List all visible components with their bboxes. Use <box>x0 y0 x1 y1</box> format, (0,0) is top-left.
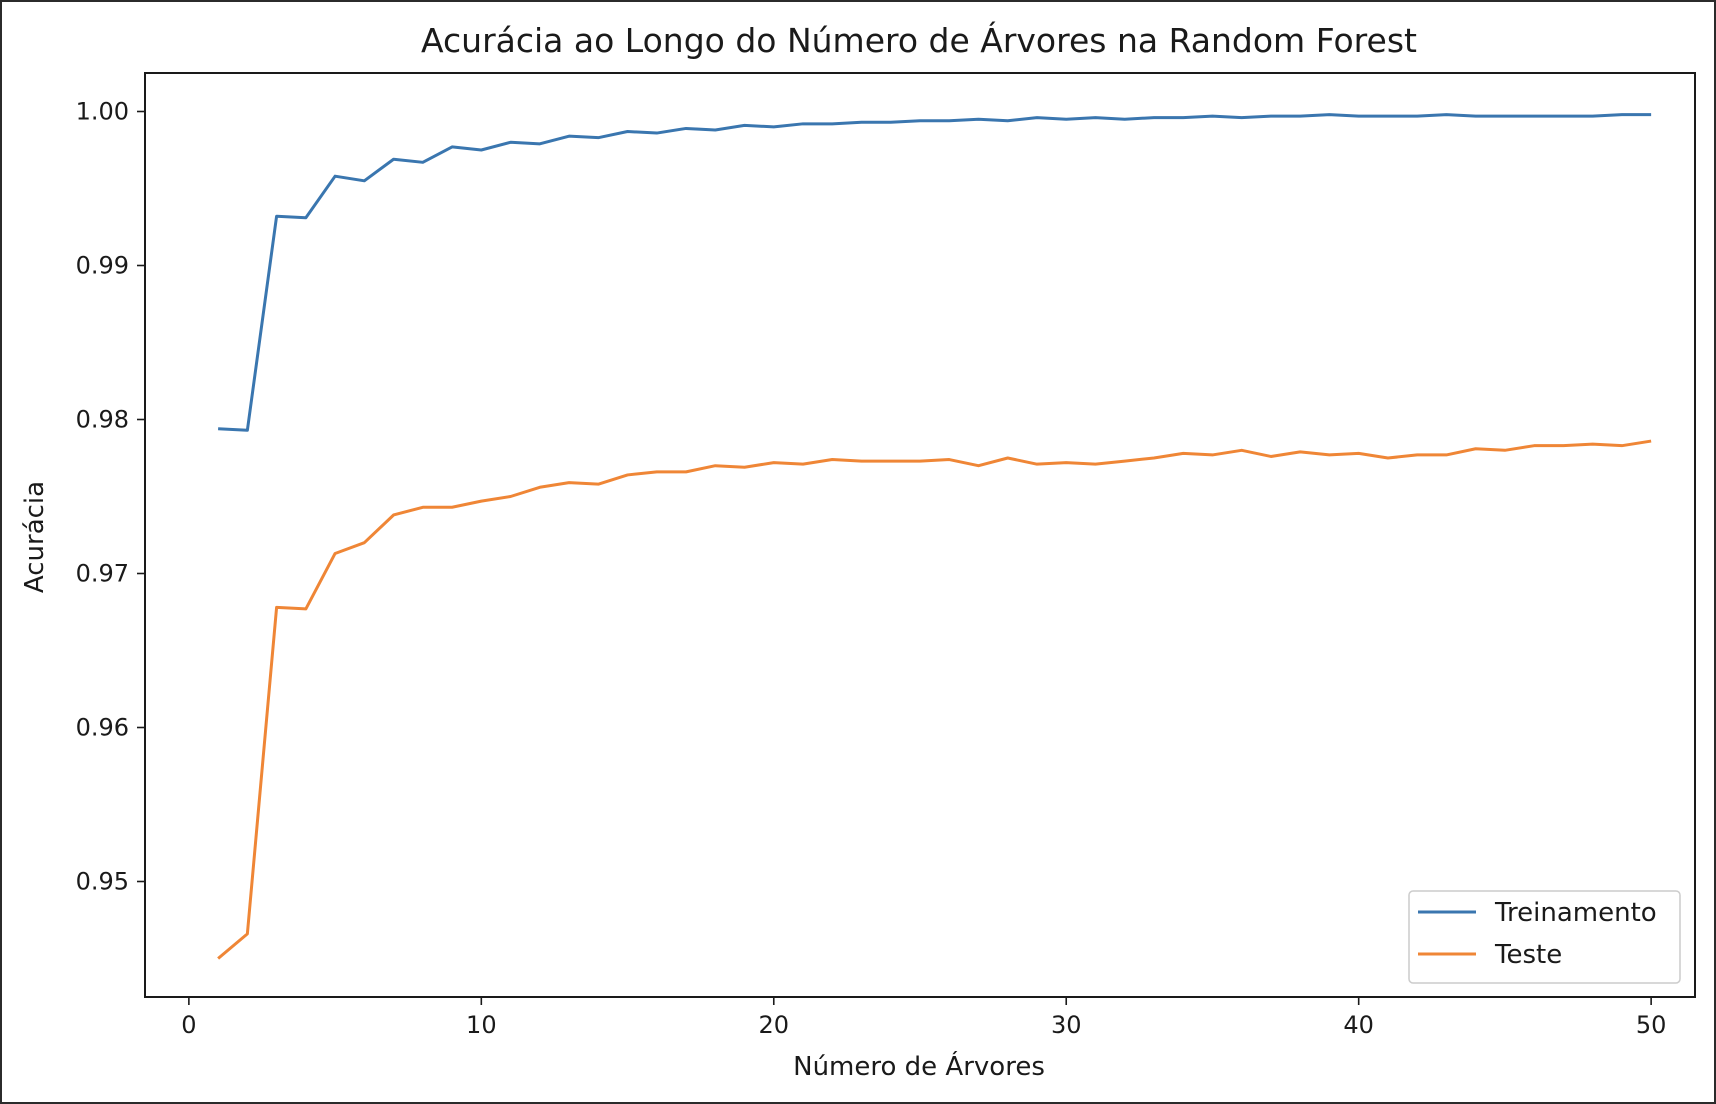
y-tick-label: 0.96 <box>76 714 129 742</box>
legend-label-teste: Teste <box>1494 940 1562 970</box>
series-lines <box>217 113 1652 960</box>
x-tick-label: 20 <box>759 1011 790 1039</box>
x-tick-label: 40 <box>1343 1011 1374 1039</box>
y-axis: 0.95 0.96 0.97 0.98 0.99 1.00 <box>76 98 145 896</box>
legend-label-treinamento: Treinamento <box>1494 898 1657 928</box>
legend: Treinamento Teste <box>1408 890 1681 984</box>
legend-box <box>1408 890 1681 984</box>
chart-title: Acurácia ao Longo do Número de Árvores n… <box>421 20 1417 60</box>
series-line-treinamento <box>218 113 1652 432</box>
y-tick-label: 0.97 <box>76 560 129 588</box>
x-tick-label: 0 <box>181 1011 196 1039</box>
y-tick-label: 1.00 <box>76 98 129 126</box>
series-line-teste <box>217 439 1652 960</box>
x-axis-label: Número de Árvores <box>793 1050 1045 1082</box>
y-tick-label: 0.95 <box>76 868 129 896</box>
x-tick-label: 10 <box>466 1011 497 1039</box>
x-axis: 0 10 20 30 40 50 <box>181 997 1666 1039</box>
plot-area <box>144 72 1696 998</box>
y-axis-label: Acurácia <box>20 481 50 593</box>
y-tick-label: 0.98 <box>76 406 129 434</box>
x-tick-label: 50 <box>1636 1011 1667 1039</box>
x-tick-label: 30 <box>1051 1011 1082 1039</box>
y-tick-label: 0.99 <box>76 252 129 280</box>
